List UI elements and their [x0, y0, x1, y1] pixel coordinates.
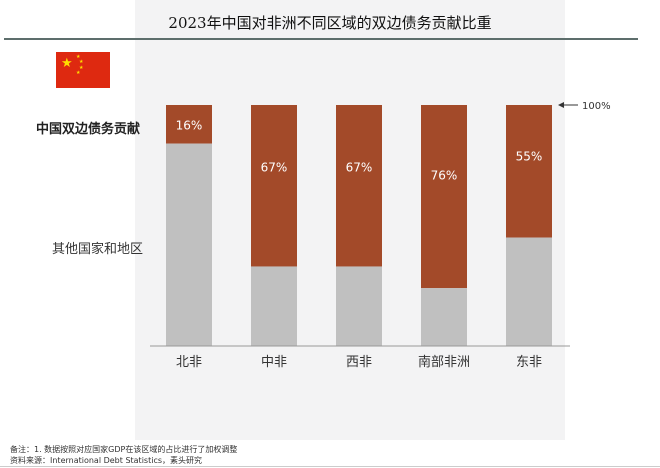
- bar-other-3: [421, 288, 467, 346]
- x-tick-label: 东非: [516, 355, 542, 370]
- value-label: 76%: [431, 169, 458, 183]
- x-tick-label: 西非: [346, 355, 372, 370]
- legend-china-contribution: 中国双边债务贡献: [36, 122, 141, 137]
- bar-other-2: [336, 266, 382, 346]
- value-label: 16%: [176, 118, 203, 132]
- legend-other-countries: 其他国家和地区: [52, 242, 144, 257]
- title-divider: [4, 38, 638, 40]
- bar-china-3: [421, 105, 467, 289]
- bar-other-0: [166, 143, 212, 346]
- footer-divider: [0, 466, 660, 467]
- annotation-label: 100%: [582, 101, 611, 112]
- footnote-note: 备注：1. 数据按照对应国家GDP在该区域的占比进行了加权调整: [10, 445, 238, 454]
- bar-china-0: [166, 105, 212, 144]
- bar-china-1: [251, 105, 297, 267]
- footnote-source: 资料来源：International Debt Statistics，素头研究: [10, 456, 203, 465]
- value-label: 67%: [261, 160, 288, 174]
- stacked-bar-chart: 16% 北非 67% 中非 67% 西非 76% 南部非洲 55% 东非 100%: [150, 101, 611, 370]
- bar-china-4: [506, 105, 552, 238]
- footnote: 备注：1. 数据按照对应国家GDP在该区域的占比进行了加权调整 资料来源：Int…: [10, 444, 237, 466]
- annotation-100: 100%: [558, 101, 611, 112]
- value-label: 55%: [516, 149, 543, 163]
- china-flag-icon: ★ ★ ★ ★ ★: [56, 52, 110, 88]
- bar-other-4: [506, 237, 552, 346]
- x-tick-label: 南部非洲: [418, 354, 470, 370]
- bar-other-1: [251, 266, 297, 346]
- x-tick-label: 北非: [176, 355, 202, 370]
- x-tick-label: 中非: [261, 355, 287, 370]
- bar-china-2: [336, 105, 382, 267]
- chart-title: 2023年中国对非洲不同区域的双边债务贡献比重: [168, 14, 492, 32]
- value-label: 67%: [346, 160, 373, 174]
